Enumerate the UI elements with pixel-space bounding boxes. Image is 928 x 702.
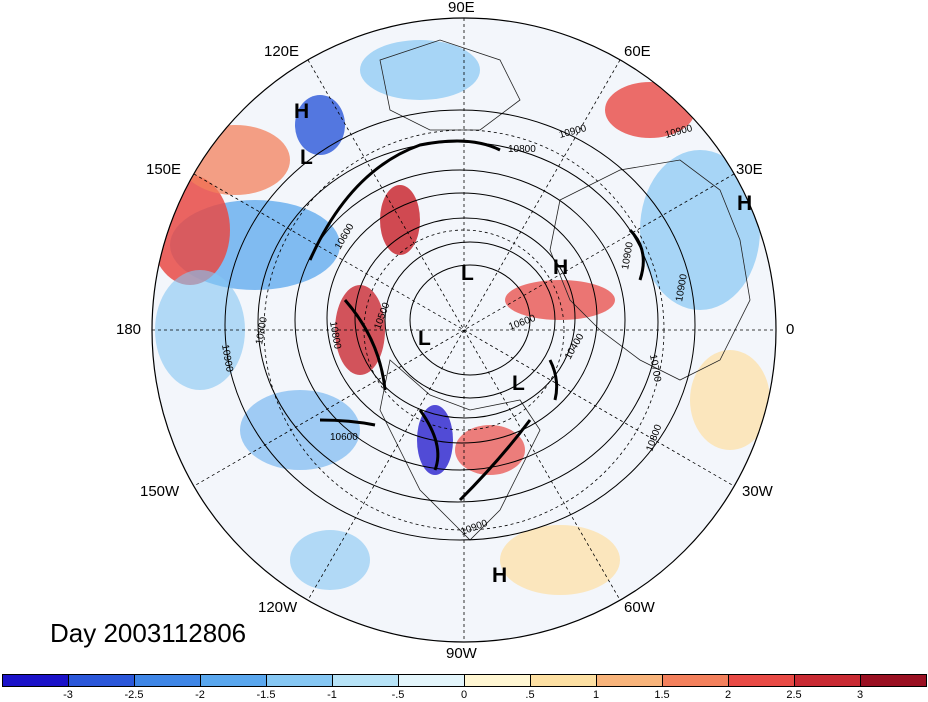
low-center: L [461,262,474,285]
high-center: H [294,100,309,123]
contour-label: 10800 [508,144,536,155]
colorbar-tick-label: -1.5 [256,689,276,701]
height-contours [224,109,696,541]
contour-label: 10900 [620,241,636,271]
colorbar-tick-label: 2 [724,689,732,701]
high-center: H [553,256,568,279]
colorbar-box [596,674,663,687]
colorbar-tick-label: -2 [195,689,205,701]
lon-label-120e: 120E [264,43,299,60]
lon-label-30e: 30E [736,161,763,178]
colorbar-tick-label: .5 [525,689,535,701]
colorbar-tick-label: 3 [856,689,864,701]
lon-label-30w: 30W [742,483,774,500]
colorbar-tick-label: -1 [327,689,337,701]
colorbar-tick-label: -3 [63,689,73,701]
colorbar-box [332,674,399,687]
colorbar-box [2,674,69,687]
colorbar-tick-label: -2.5 [124,689,144,701]
pressure-centers: H L H L H L L H [294,100,752,587]
contour-label: 10800 [327,321,343,351]
lon-label-90e: 90E [448,0,475,16]
low-center: L [418,327,431,350]
lon-label-90w: 90W [446,645,478,662]
colorbar-box [860,674,927,687]
colorbar-tick-label: 2.5 [786,689,802,701]
low-center: L [512,372,525,395]
coastlines [379,39,751,541]
colorbar-box [464,674,531,687]
contour-label: 10900 [219,344,235,374]
lon-label-60e: 60E [624,43,651,60]
lon-label-60w: 60W [624,599,656,616]
contour-label: 10700 [647,354,663,384]
anomaly-field [152,18,776,642]
colorbar-box [728,674,795,687]
colorbar-box [530,674,597,687]
lon-label-0: 0 [786,321,794,338]
low-center: L [300,146,313,169]
colorbar-box [794,674,861,687]
colorbar-tick-label: 1 [592,689,600,701]
colorbar-box [266,674,333,687]
longitude-labels: 90E 60E 30E 0 30W 60W 90W 120W 150W 180 … [116,0,794,662]
lon-label-180: 180 [116,321,141,338]
lon-label-150w: 150W [140,483,180,500]
colorbar-tick-label: 0 [460,689,468,701]
high-center: H [492,564,507,587]
colorbar-tick-label: 1.5 [654,689,670,701]
contour-label: 10800 [254,316,270,346]
day-label: Day 2003112806 [50,618,247,648]
contour-label: 10900 [674,273,690,303]
lon-label-120w: 120W [258,599,298,616]
graticule [152,18,776,642]
colorbar: -3 -2.5 -2 -1.5 -1 -.5 0 .5 1 1.5 2 2.5 3 [0,674,928,702]
colorbar-tick-label: -.5 [391,689,405,701]
high-center: H [737,192,752,215]
contour-label: 10600 [330,432,358,443]
colorbar-box [398,674,465,687]
colorbar-box [68,674,135,687]
colorbar-box [662,674,729,687]
colorbar-box [200,674,267,687]
jet-contours [308,139,645,502]
lon-label-150e: 150E [146,161,181,178]
colorbar-box [134,674,201,687]
